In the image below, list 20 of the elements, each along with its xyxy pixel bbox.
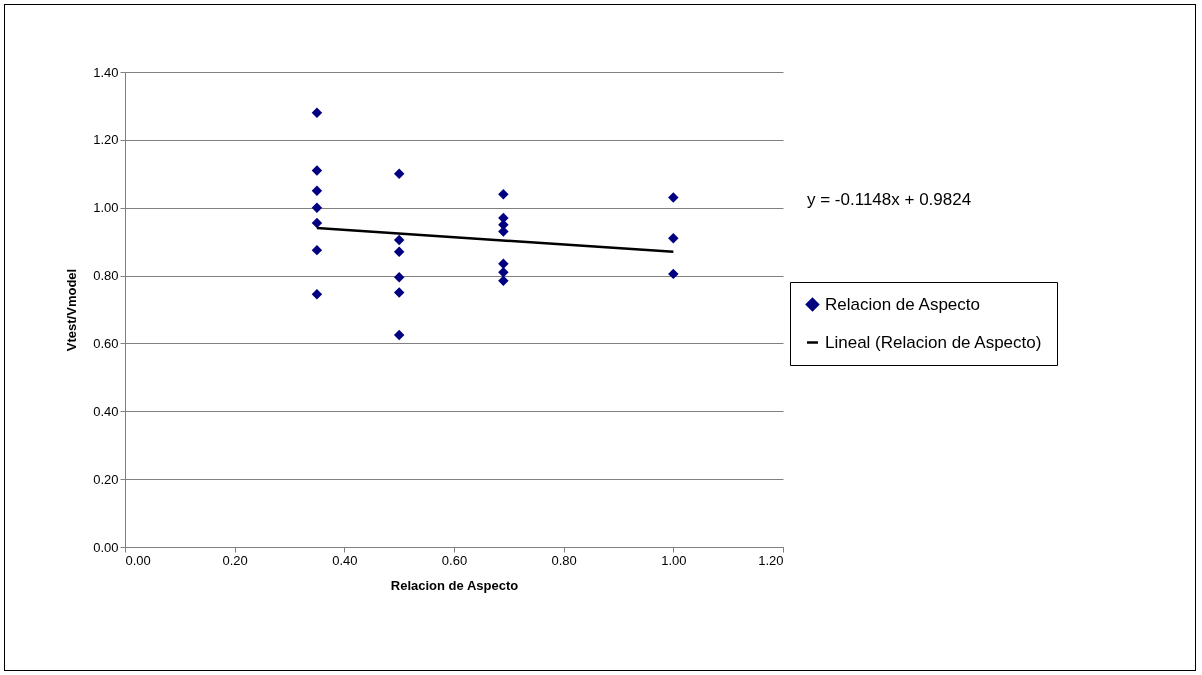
x-tick-label: 0.20 [222,552,248,568]
legend-label: Relacion de Aspecto [825,294,980,314]
y-tick-label: 0.40 [93,403,119,419]
x-axis-title: Relacion de Aspecto [390,577,519,593]
x-tick-label: 0.40 [332,552,358,568]
legend-label: Lineal (Relacion de Aspecto) [825,332,1042,352]
y-tick-label: 0.80 [93,268,119,284]
y-tick-label: 0.20 [93,471,119,487]
x-tick-label: 0.00 [125,552,151,568]
y-tick-label: 0.60 [93,335,119,351]
y-tick-label: 0.00 [93,539,119,555]
y-axis-title: Vtest/Vmodel [64,268,80,352]
x-tick-label: 1.20 [758,552,784,568]
text: y = -0.1148x + 0.9824 [807,190,972,209]
y-tick-label: 1.00 [93,200,119,216]
x-tick-label: 0.80 [551,552,577,568]
x-tick-label: 1.00 [661,552,687,568]
y-tick-label: 1.20 [93,132,119,148]
y-tick-label: 1.40 [93,64,119,80]
x-tick-label: 0.60 [441,552,468,568]
